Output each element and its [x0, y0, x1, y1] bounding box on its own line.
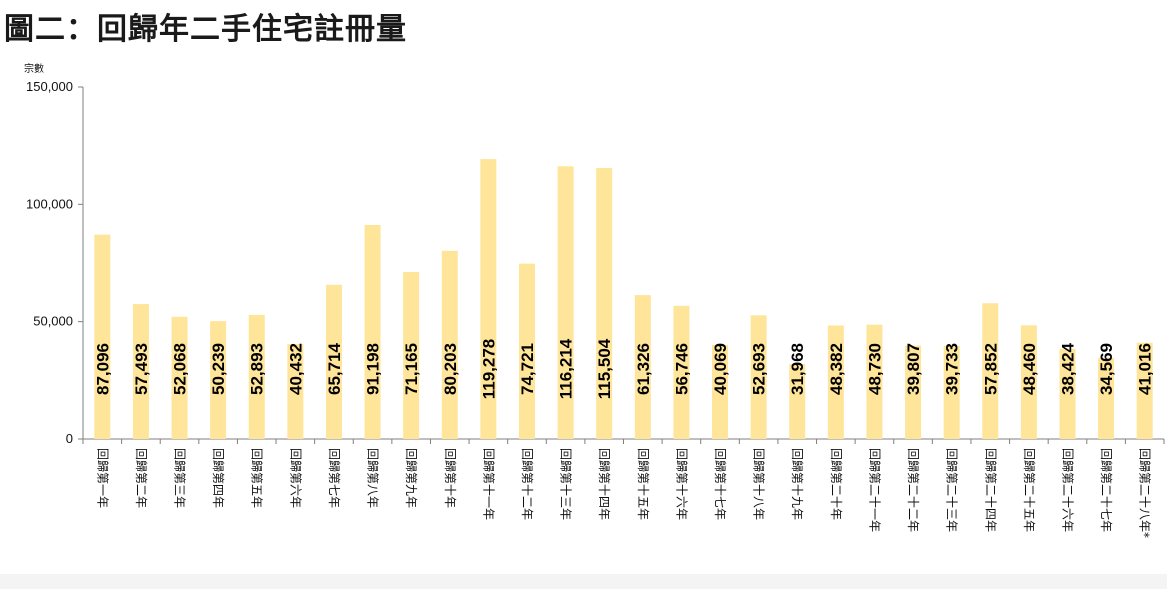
- data-label: 91,198: [364, 343, 383, 395]
- bar: [171, 316, 188, 439]
- bar: [441, 250, 458, 439]
- category-label: 回歸第二十六年: [1060, 448, 1074, 532]
- bar: [789, 363, 806, 439]
- data-label: 57,852: [981, 343, 1000, 395]
- data-label: 31,968: [788, 343, 807, 395]
- bar: [1059, 348, 1076, 439]
- category-label: 回歸第十三年: [559, 448, 573, 520]
- bar: [982, 303, 999, 439]
- bar: [364, 224, 381, 439]
- data-label: 48,730: [865, 343, 884, 395]
- y-tick-label: 0: [66, 431, 73, 446]
- data-label: 39,807: [904, 343, 923, 395]
- bar: [248, 314, 265, 439]
- category-label: 回歸第二十五年: [1022, 448, 1036, 532]
- bar: [943, 345, 960, 439]
- category-label: 回歸第三年: [173, 448, 187, 508]
- data-label: 119,278: [479, 339, 498, 400]
- category-label: 回歸第十年: [443, 448, 457, 508]
- category-label: 回歸第二十一年: [867, 448, 881, 532]
- bar: [132, 304, 149, 439]
- y-tick-label: 50,000: [33, 314, 73, 329]
- bar: [673, 305, 690, 439]
- bar: [287, 344, 304, 439]
- category-label: 回歸第二十三年: [945, 448, 959, 532]
- bar: [1020, 325, 1037, 439]
- category-label: 回歸第八年: [366, 448, 380, 508]
- data-label: 38,424: [1058, 342, 1077, 395]
- category-labels: 回歸第一年 回歸第二年 回歸第三年 回歸第四年 回歸第五年 回歸第六年 回歸第七年 回歸第八年…: [95, 448, 1151, 538]
- category-label: 回歸第十八年: [752, 448, 766, 520]
- y-tick-label: 100,000: [26, 196, 73, 211]
- data-label: 52,893: [248, 343, 267, 395]
- data-label: 52,693: [750, 343, 769, 395]
- category-label: 回歸第十六年: [674, 448, 688, 520]
- bar: [905, 345, 922, 439]
- bar: [325, 284, 342, 439]
- data-label: 61,326: [634, 343, 653, 395]
- data-label: 115,504: [595, 338, 614, 399]
- bar: [596, 167, 613, 439]
- category-label: 回歸第十二年: [520, 448, 534, 520]
- data-label: 48,382: [827, 343, 846, 395]
- data-label: 48,460: [1020, 343, 1039, 395]
- bar: [1098, 357, 1115, 439]
- data-label: 65,714: [325, 342, 344, 395]
- bar: [712, 344, 729, 439]
- data-label: 34,569: [1097, 343, 1116, 395]
- data-label: 56,746: [672, 343, 691, 395]
- y-axis-unit-label: 宗數: [24, 62, 44, 75]
- category-label: 回歸第五年: [250, 448, 264, 508]
- data-label: 40,432: [286, 343, 305, 395]
- bar: [480, 159, 497, 439]
- category-label: 回歸第九年: [404, 448, 418, 508]
- bar: [866, 324, 883, 439]
- data-label: 41,016: [1136, 343, 1155, 395]
- bar: [634, 295, 651, 439]
- category-label: 回歸第四年: [211, 448, 225, 508]
- category-label: 回歸第七年: [327, 448, 341, 508]
- y-tick-label: 150,000: [26, 79, 73, 94]
- data-label: 52,068: [171, 343, 190, 395]
- chart-title: 圖二：回歸年二手住宅註冊量: [4, 12, 407, 47]
- data-label: 74,721: [518, 343, 537, 395]
- data-label: 40,069: [711, 343, 730, 395]
- data-label: 50,239: [209, 343, 228, 395]
- bar: [403, 271, 420, 439]
- data-label: 71,165: [402, 343, 421, 395]
- category-label: 回歸第二十二年: [906, 448, 920, 532]
- category-label: 回歸第二十年: [829, 448, 843, 520]
- data-label: 80,203: [441, 343, 460, 395]
- category-label: 回歸第一年: [95, 448, 109, 508]
- category-label: 回歸第十五年: [636, 448, 650, 520]
- category-label: 回歸第二年: [134, 448, 148, 508]
- bar: [210, 321, 227, 439]
- category-label: 回歸第十四年: [597, 448, 611, 520]
- bar: [518, 263, 535, 439]
- bars: [94, 159, 1153, 439]
- bar: [750, 315, 767, 439]
- bar: [94, 234, 111, 439]
- data-label: 87,096: [93, 343, 112, 395]
- data-labels: 87,096 57,493 52,068 50,239 52,893 40,432 65,7…: [93, 338, 1154, 399]
- bar: [557, 166, 574, 439]
- category-label: 回歸第十一年: [481, 448, 495, 520]
- category-label: 回歸第二十四年: [983, 448, 997, 532]
- category-label: 回歸第二十七年: [1099, 448, 1113, 532]
- category-label: 回歸第十七年: [713, 448, 727, 520]
- category-label: 回歸第十九年: [790, 448, 804, 520]
- data-label: 39,733: [943, 343, 962, 395]
- data-label: 116,214: [557, 338, 576, 399]
- data-label: 57,493: [132, 343, 151, 395]
- bar: [1136, 342, 1153, 439]
- category-label: 回歸第六年: [288, 448, 302, 508]
- footer-band: [0, 574, 1167, 589]
- bar: [827, 325, 844, 439]
- category-label: 回歸第二十八年*: [1138, 448, 1152, 538]
